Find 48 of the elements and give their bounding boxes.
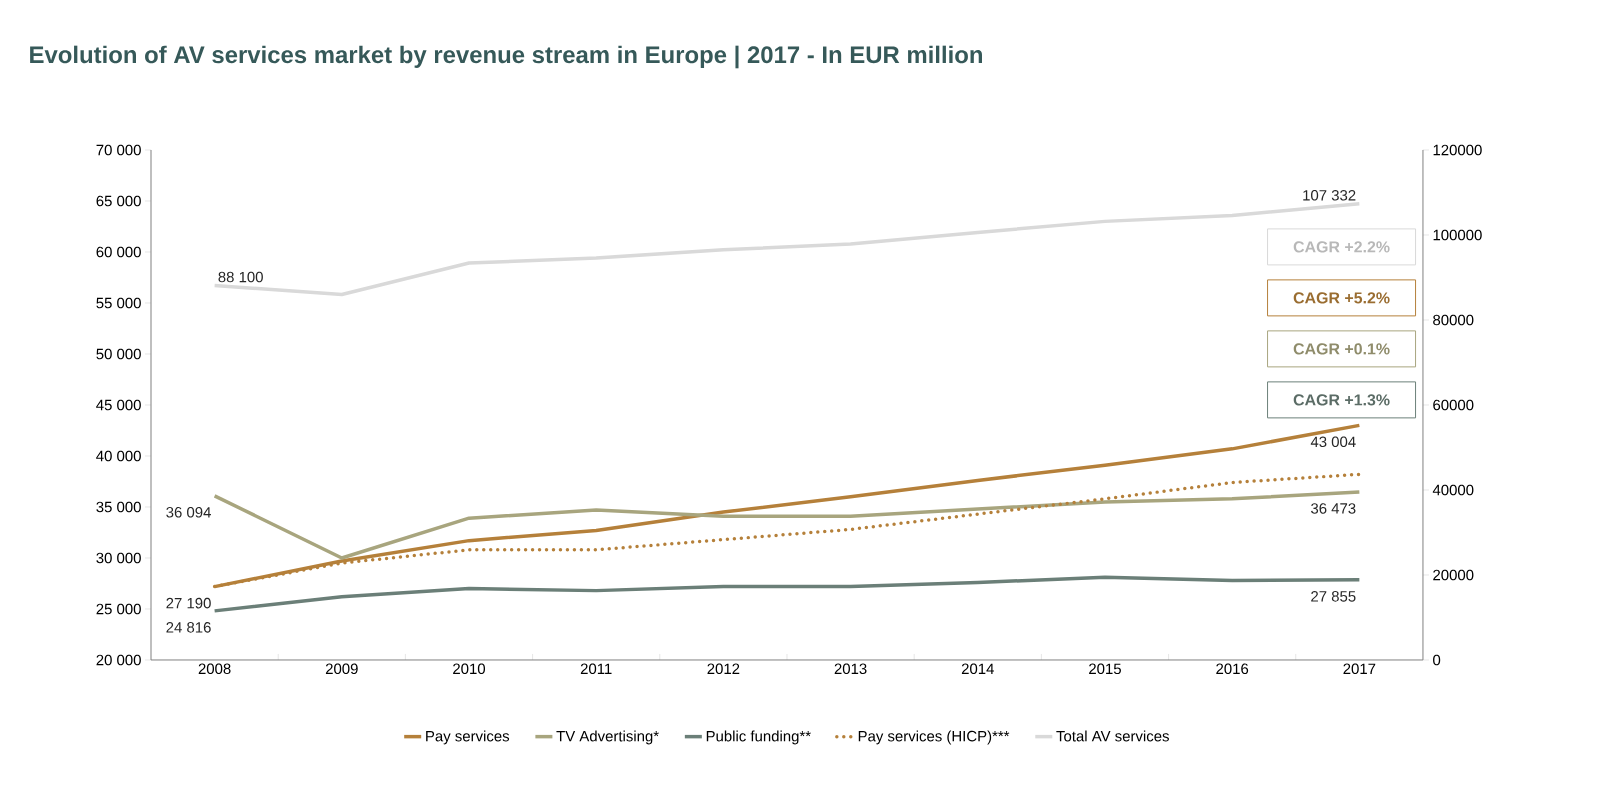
legend-label: TV Advertising* — [556, 730, 659, 745]
line-series — [212, 575, 1362, 613]
chart-title: Evolution of AV services market by revenue stream in Europe | 2017 - In EUR million — [30, 45, 982, 69]
data-label: 107 332 — [1303, 190, 1356, 201]
x-tick-label: 2013 — [834, 663, 867, 675]
y-tick-label: 30 000 — [96, 552, 141, 564]
x-tick-label: 2012 — [707, 663, 740, 675]
annotation: CAGR +2.2% — [1293, 241, 1390, 253]
annotation: CAGR +5.2% — [1293, 292, 1390, 304]
x-tick-label: 2016 — [1216, 663, 1249, 675]
y-tick-label: 65 000 — [96, 195, 141, 207]
y2-tick-label: 0 — [1433, 654, 1441, 666]
legend-label: Public funding** — [706, 730, 811, 745]
legend-label: Pay services — [426, 730, 510, 745]
y-tick-label: 20 000 — [96, 654, 141, 666]
legend-label: Pay services (HICP)*** — [858, 730, 1010, 745]
y-tick-label: 55 000 — [96, 297, 141, 309]
y-tick-label: 40 000 — [96, 450, 141, 462]
data-label: 27 855 — [1311, 591, 1356, 602]
x-tick-label: 2014 — [961, 663, 994, 675]
y-tick-label: 70 000 — [96, 144, 141, 156]
data-label: 43 004 — [1310, 436, 1356, 448]
line-series — [212, 490, 1362, 560]
y2-tick-label: 60000 — [1433, 399, 1474, 411]
y2-tick-label: 100000 — [1433, 229, 1482, 241]
legend-label: Total AV services — [1056, 730, 1169, 742]
y-tick-label: 25 000 — [96, 603, 141, 615]
data-label: 36 094 — [166, 507, 211, 518]
x-tick-label: 2017 — [1343, 663, 1376, 675]
y2-tick-label: 40000 — [1432, 484, 1474, 496]
annotation: CAGR +1.3% — [1293, 394, 1390, 406]
x-tick-label: 2010 — [453, 663, 486, 675]
y2-tick-label: 120000 — [1433, 144, 1482, 156]
data-label: 36 473 — [1311, 503, 1356, 514]
data-label: 24 816 — [166, 622, 211, 633]
x-tick-label: 2011 — [580, 663, 612, 675]
x-tick-label: 2008 — [198, 663, 231, 675]
y-tick-label: 45 000 — [96, 399, 141, 411]
x-tick-label: 2015 — [1089, 663, 1121, 675]
data-label: 27 190 — [166, 597, 211, 609]
annotation: CAGR +0.1% — [1293, 343, 1390, 355]
x-tick-label: 2009 — [325, 663, 358, 675]
y2-tick-label: 80000 — [1433, 314, 1474, 326]
y-tick-label: 60 000 — [96, 246, 141, 258]
data-label: 88 100 — [218, 271, 263, 283]
y-tick-label: 50 000 — [96, 348, 141, 360]
y2-tick-label: 20000 — [1433, 569, 1474, 581]
y-tick-label: 35 000 — [96, 501, 141, 513]
